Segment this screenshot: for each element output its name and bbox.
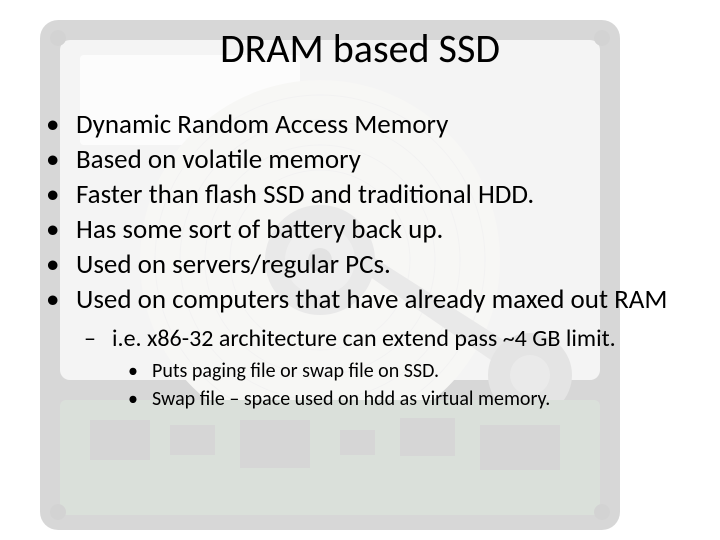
bullet-list-level3: Puts paging file or swap file on SSD. Sw… bbox=[40, 358, 680, 412]
bullet-item: Based on volatile memory bbox=[40, 144, 680, 177]
bullet-list-level2: i.e. x86-32 architecture can extend pass… bbox=[40, 323, 680, 354]
slide-content: DRAM based SSD Dynamic Random Access Mem… bbox=[0, 0, 720, 434]
bullet-item: Puts paging file or swap file on SSD. bbox=[40, 358, 680, 384]
bullet-item: Has some sort of battery back up. bbox=[40, 214, 680, 247]
slide-title: DRAM based SSD bbox=[40, 24, 680, 73]
bullet-item: i.e. x86-32 architecture can extend pass… bbox=[40, 323, 680, 354]
bullet-item: Swap file – space used on hdd as virtual… bbox=[40, 386, 680, 412]
bullet-item: Used on servers/regular PCs. bbox=[40, 249, 680, 282]
bullet-list-level1: Dynamic Random Access Memory Based on vo… bbox=[40, 109, 680, 317]
bullet-item: Used on computers that have already maxe… bbox=[40, 284, 680, 317]
bullet-item: Faster than flash SSD and traditional HD… bbox=[40, 179, 680, 212]
bullet-item: Dynamic Random Access Memory bbox=[40, 109, 680, 142]
